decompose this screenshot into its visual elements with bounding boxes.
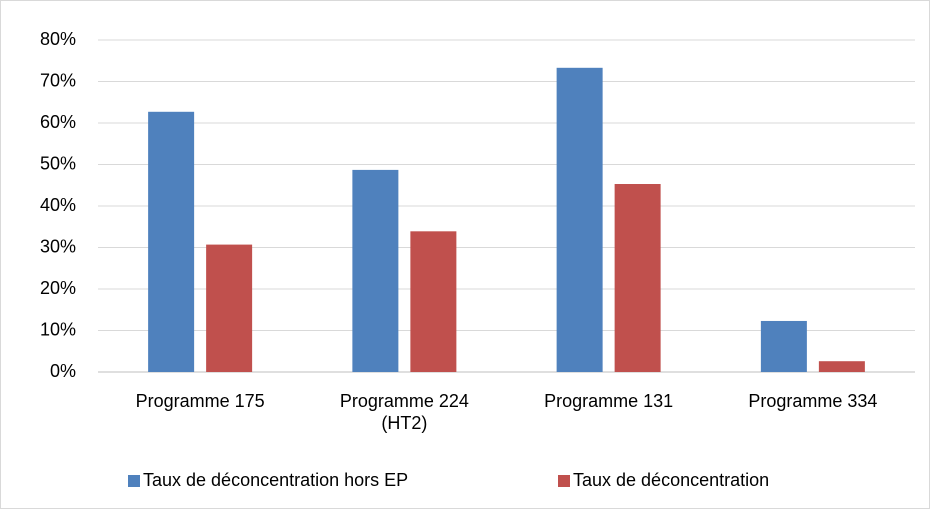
y-tick-label: 0% [50,361,76,381]
legend-swatch [558,475,570,487]
y-tick-label: 10% [40,319,76,339]
x-tick-label: Programme 131 [544,391,674,411]
bar [818,361,865,372]
legend-label: Taux de déconcentration hors EP [143,470,408,490]
bar [410,231,457,372]
bar [148,111,195,373]
legend-swatch [128,475,140,487]
x-tick-label: Programme 334 [748,391,878,411]
x-tick-label: Programme 224 (HT2) [339,391,469,433]
y-tick-label: 40% [40,195,76,215]
y-tick-label: 80% [40,29,76,49]
y-tick-label: 60% [40,112,76,132]
y-tick-label: 30% [40,236,76,256]
bar [556,67,603,373]
legend-label: Taux de déconcentration [573,470,769,490]
x-tick-label: Programme 175 [135,391,265,411]
bar [206,244,253,372]
bar [760,320,807,372]
bar [352,169,399,372]
bar [614,184,661,372]
y-tick-label: 20% [40,278,76,298]
y-tick-label: 70% [40,70,76,90]
y-tick-label: 50% [40,153,76,173]
